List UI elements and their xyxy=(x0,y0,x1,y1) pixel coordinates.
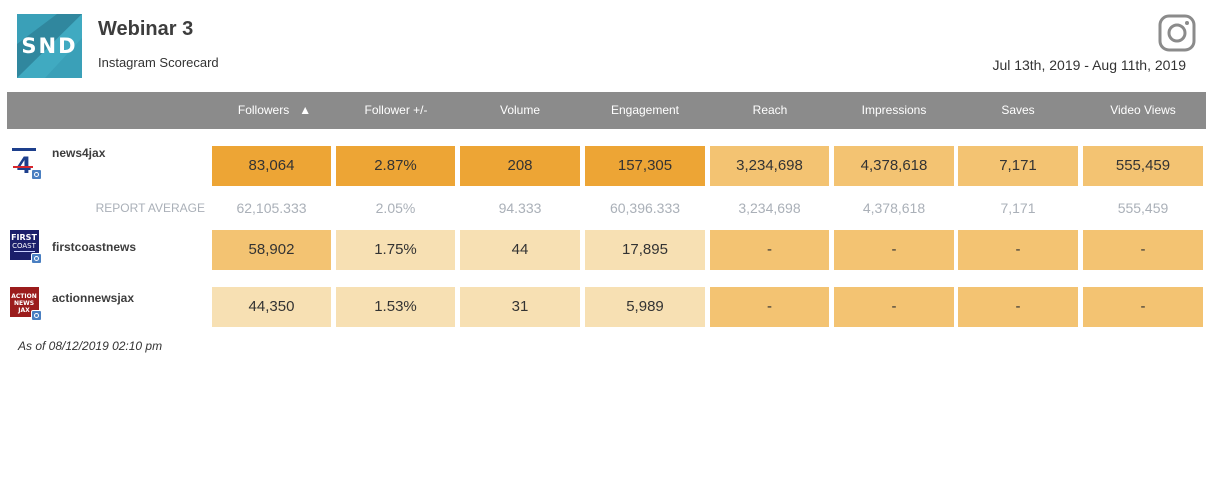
col-header-saves[interactable]: Saves xyxy=(1001,103,1035,117)
cell-saves: 7,171 xyxy=(958,146,1078,186)
actionnewsjax-avatar: ACTION NEWS JAX xyxy=(10,287,42,321)
avg-followers: 62,105.333 xyxy=(236,200,307,216)
cell-volume: 31 xyxy=(460,287,580,327)
date-range: Jul 13th, 2019 - Aug 11th, 2019 xyxy=(992,57,1186,73)
col-header-label: Followers xyxy=(237,103,290,117)
cell-followers: 44,350 xyxy=(212,287,331,327)
avg-video-views: 555,459 xyxy=(1117,200,1169,216)
cell-saves: - xyxy=(958,230,1078,270)
cell-followers: 83,064 xyxy=(212,146,331,186)
cell-engagement: 157,305 xyxy=(585,146,705,186)
cell-engagement: 5,989 xyxy=(585,287,705,327)
instagram-badge-icon xyxy=(31,310,42,321)
sort-ascending-icon[interactable]: ▲ xyxy=(299,103,312,117)
col-header-impressions[interactable]: Impressions xyxy=(861,103,927,117)
account-name[interactable]: firstcoastnews xyxy=(52,240,137,254)
col-header-video-views[interactable]: Video Views xyxy=(1110,103,1176,117)
cell-video-views: 555,459 xyxy=(1083,146,1203,186)
news4jax-avatar: 4 xyxy=(10,146,42,180)
account-row-label[interactable]: FIRST COAST firstcoastnews xyxy=(10,230,137,264)
cell-reach: - xyxy=(710,230,829,270)
as-of-timestamp: As of 08/12/2019 02:10 pm xyxy=(18,339,163,353)
column-header-bar: Followers ▲ Follower +/- Volume Engagemen… xyxy=(7,92,1206,129)
cell-follower-change: 1.53% xyxy=(336,287,455,327)
svg-text:ACTION: ACTION xyxy=(11,293,37,300)
cell-followers: 58,902 xyxy=(212,230,331,270)
col-header-engagement[interactable]: Engagement xyxy=(610,103,680,117)
news4jax-logo-icon: 4 xyxy=(10,146,39,179)
col-header-followers[interactable]: Followers ▲ xyxy=(212,92,337,129)
avg-reach: 3,234,698 xyxy=(738,200,801,216)
svg-text:FIRST: FIRST xyxy=(11,233,37,242)
avg-follower-change: 2.05% xyxy=(375,200,416,216)
svg-text:COAST: COAST xyxy=(12,242,37,250)
cell-volume: 44 xyxy=(460,230,580,270)
cell-impressions: - xyxy=(834,230,954,270)
cell-reach: 3,234,698 xyxy=(710,146,829,186)
actionnewsjax-logo-icon: ACTION NEWS JAX xyxy=(10,287,39,317)
account-name[interactable]: actionnewsjax xyxy=(52,291,135,305)
svg-text:4: 4 xyxy=(16,154,31,176)
cell-volume: 208 xyxy=(460,146,580,186)
avg-impressions: 4,378,618 xyxy=(862,200,926,216)
account-row-label[interactable]: 4 news4jax xyxy=(10,146,106,180)
report-subtitle: Instagram Scorecard xyxy=(98,55,219,70)
instagram-icon xyxy=(1158,14,1196,52)
cell-video-views: - xyxy=(1083,287,1203,327)
svg-text:NEWS: NEWS xyxy=(14,300,34,307)
instagram-badge-icon xyxy=(31,169,42,180)
cell-saves: - xyxy=(958,287,1078,327)
report-title: Webinar 3 xyxy=(98,18,194,40)
cell-impressions: - xyxy=(834,287,954,327)
avg-engagement: 60,396.333 xyxy=(609,200,681,216)
instagram-badge-icon xyxy=(31,253,42,264)
cell-impressions: 4,378,618 xyxy=(834,146,954,186)
avg-volume: 94.333 xyxy=(498,200,542,216)
account-row-label[interactable]: ACTION NEWS JAX actionnewsjax xyxy=(10,287,135,321)
col-header-follower-change[interactable]: Follower +/- xyxy=(364,103,428,117)
col-header-reach[interactable]: Reach xyxy=(752,103,788,117)
cell-follower-change: 1.75% xyxy=(336,230,455,270)
cell-follower-change: 2.87% xyxy=(336,146,455,186)
avg-saves: 7,171 xyxy=(1000,200,1036,216)
logo-graphic xyxy=(17,14,82,78)
logo-text: SND xyxy=(21,34,78,58)
cell-video-views: - xyxy=(1083,230,1203,270)
col-header-volume[interactable]: Volume xyxy=(499,103,541,117)
firstcoastnews-avatar: FIRST COAST xyxy=(10,230,42,264)
account-name[interactable]: news4jax xyxy=(52,146,106,160)
cell-engagement: 17,895 xyxy=(585,230,705,270)
cell-reach: - xyxy=(710,287,829,327)
svg-text:JAX: JAX xyxy=(17,307,30,314)
snd-logo: SND xyxy=(17,14,82,78)
report-average-label: REPORT AVERAGE xyxy=(95,201,205,215)
